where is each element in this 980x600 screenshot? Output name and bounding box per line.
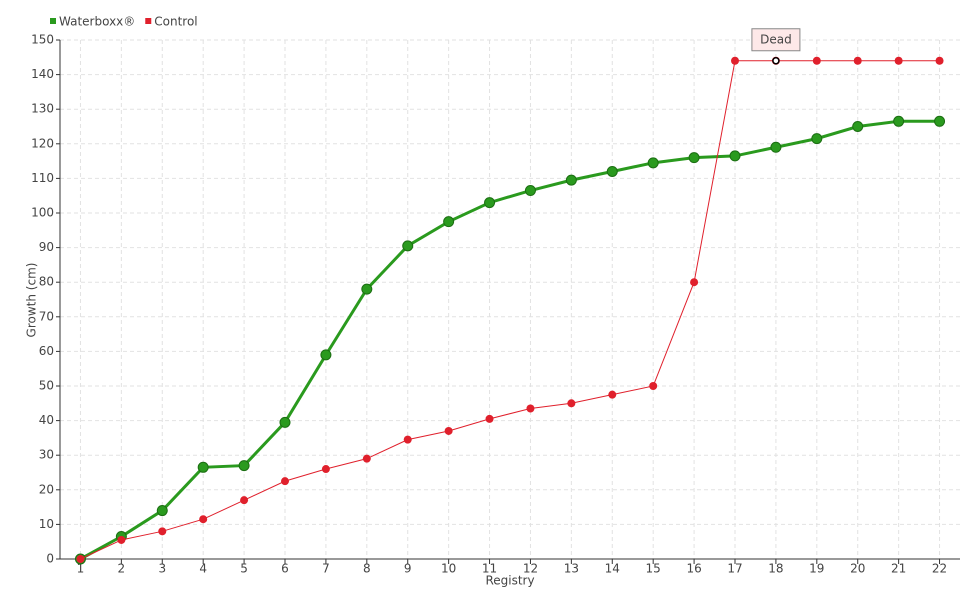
x-tick-label: 19 <box>809 562 824 576</box>
y-tick-label: 10 <box>39 517 54 531</box>
series-line <box>80 60 940 560</box>
y-tick-label: 20 <box>39 482 54 496</box>
x-tick-label: 10 <box>441 562 456 576</box>
annotation-box <box>751 28 801 52</box>
point <box>485 414 494 423</box>
point <box>853 56 862 65</box>
point <box>281 477 289 486</box>
x-tick-label: 2 <box>118 562 126 576</box>
point <box>565 174 577 186</box>
point <box>729 150 741 162</box>
point <box>893 115 905 127</box>
point <box>894 56 903 65</box>
point <box>158 527 167 536</box>
y-axis-label: Growth (cm) <box>25 263 39 338</box>
x-tick-label: 8 <box>363 562 371 576</box>
point <box>731 56 739 65</box>
y-tick-label: 130 <box>31 102 54 116</box>
x-axis-label: Registry <box>485 574 534 588</box>
x-tick-label: 12 <box>523 562 538 576</box>
point <box>199 515 208 524</box>
annotation-point <box>772 57 780 65</box>
point <box>197 461 209 473</box>
point <box>934 115 946 127</box>
y-tick-label: 40 <box>39 413 54 427</box>
point <box>444 426 453 435</box>
y-tick-label: 0 <box>46 552 54 566</box>
point <box>402 240 414 252</box>
legend-label: Control <box>154 15 197 29</box>
annotation-label: Dead <box>760 32 792 46</box>
x-tick-label: 17 <box>727 562 742 576</box>
point <box>608 390 617 399</box>
y-tick-label: 30 <box>39 448 54 462</box>
y-tick-label: 140 <box>31 67 54 81</box>
point <box>279 416 291 428</box>
point <box>117 535 126 544</box>
x-tick-label: 16 <box>686 562 701 576</box>
x-tick-label: 13 <box>564 562 579 576</box>
y-tick-label: 80 <box>39 275 54 289</box>
x-tick-label: 5 <box>240 562 248 576</box>
point <box>812 56 821 65</box>
point <box>361 283 373 295</box>
y-tick-label: 150 <box>31 33 54 47</box>
y-tick-label: 90 <box>39 240 54 254</box>
legend-swatch <box>50 18 56 24</box>
legend-swatch <box>145 18 152 24</box>
x-tick-label: 22 <box>932 562 947 576</box>
x-tick-label: 4 <box>199 562 207 576</box>
point <box>526 404 535 413</box>
point <box>647 157 659 169</box>
point <box>935 56 944 65</box>
point <box>443 216 455 228</box>
y-tick-label: 70 <box>39 309 54 323</box>
point <box>688 152 700 164</box>
x-tick-label: 14 <box>605 562 620 576</box>
point <box>403 435 412 444</box>
x-tick-label: 9 <box>404 562 412 576</box>
point <box>362 454 371 463</box>
point <box>567 399 576 408</box>
point <box>811 133 823 145</box>
y-tick-label: 110 <box>31 171 54 185</box>
point <box>649 382 658 390</box>
x-tick-label: 11 <box>482 562 497 576</box>
point <box>76 555 85 563</box>
point <box>606 165 618 177</box>
point <box>852 121 864 132</box>
x-tick-label: 21 <box>891 562 906 576</box>
y-tick-label: 120 <box>31 136 54 150</box>
x-tick-label: 7 <box>322 562 330 576</box>
point <box>240 496 249 505</box>
legend-label: Waterboxx® <box>59 15 135 29</box>
x-tick-label: 15 <box>646 562 661 576</box>
y-tick-label: 100 <box>31 206 54 220</box>
x-tick-label: 1 <box>77 562 85 576</box>
point <box>320 349 332 361</box>
point <box>770 141 782 153</box>
x-tick-label: 3 <box>158 562 166 576</box>
x-tick-label: 20 <box>850 562 865 576</box>
series-line <box>79 119 940 561</box>
x-tick-label: 18 <box>768 562 783 576</box>
point <box>524 185 536 197</box>
y-tick-label: 60 <box>39 344 54 358</box>
y-tick-label: 50 <box>39 379 54 393</box>
point <box>156 505 168 517</box>
point <box>484 197 496 209</box>
point <box>690 278 699 287</box>
point <box>238 460 250 472</box>
x-tick-label: 6 <box>281 562 289 576</box>
point <box>321 465 330 474</box>
